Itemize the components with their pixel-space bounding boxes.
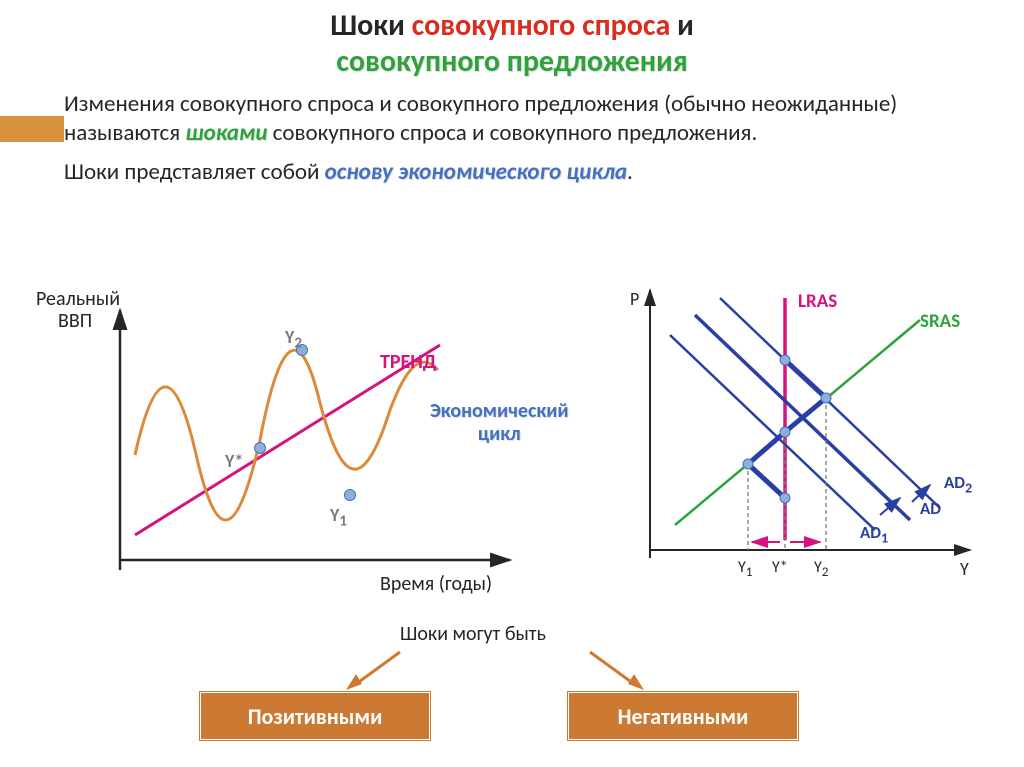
sras-label: SRAS — [920, 310, 960, 333]
title-word4: совокупного предложения — [336, 43, 687, 80]
positive-label: Позитивными — [248, 703, 383, 730]
y1l: Y — [330, 504, 339, 526]
title-word1: Шоки — [330, 7, 405, 44]
ry2l: Y — [814, 558, 822, 577]
para1-shoki: шоками — [185, 119, 267, 147]
right-ystar: Y* — [772, 558, 788, 577]
ad1-label: AD1 — [860, 522, 888, 546]
para2-t2: . — [627, 158, 633, 186]
cycle-l1: Экономический — [430, 399, 569, 423]
ad1s: 1 — [881, 529, 888, 546]
right-y2: Y2 — [814, 558, 829, 580]
ry1l: Y — [738, 558, 746, 577]
ry1s: 1 — [746, 563, 753, 580]
paragraph-2: Шоки представляет собой основу экономиче… — [0, 158, 1024, 187]
right-y-axis-label: Y — [960, 558, 969, 580]
y1-label: Y1 — [330, 504, 347, 531]
trend-label: ТРЕНД — [380, 350, 436, 374]
ry2s: 2 — [822, 563, 829, 580]
left-chart — [60, 290, 560, 610]
arrow-to-positive — [340, 648, 410, 694]
negative-label: Негативными — [618, 703, 749, 730]
diagrams-container: ТРЕНД Экономический цикл Y2 Y* Y1 Время … — [0, 280, 1024, 610]
title-word3: и — [677, 7, 694, 44]
xlabel: Время (годы) — [380, 572, 492, 596]
right-y1: Y1 — [738, 558, 753, 580]
page-title: Шоки совокупного спроса и совокупного пр… — [0, 0, 1024, 80]
ad2s: 2 — [965, 479, 972, 496]
y2l: Y — [285, 326, 294, 348]
cycle-label: Экономический цикл — [430, 400, 569, 446]
para2-t1: Шоки представляет собой — [64, 158, 325, 186]
p-label: P — [630, 288, 639, 310]
cycle-l2: цикл — [478, 422, 521, 446]
shocks-text: Шоки могут быть — [400, 622, 546, 646]
lras-label: LRAS — [798, 290, 837, 313]
para1-t2: совокупного спроса и совокупного предлож… — [267, 119, 757, 147]
y2s: 2 — [294, 335, 302, 353]
ad2-label: AD2 — [944, 472, 972, 496]
ystar-label: Y* — [225, 450, 243, 472]
para2-osnova: основу экономического цикла — [325, 158, 627, 186]
negative-box: Негативными — [568, 692, 798, 740]
ad-label: AD — [920, 498, 941, 519]
title-word2: совокупного спроса — [412, 7, 671, 44]
y2-label: Y2 — [285, 326, 302, 353]
arrow-to-negative — [582, 648, 652, 694]
paragraph-1: Изменения совокупного спроса и совокупно… — [0, 90, 1024, 148]
ad1l: AD — [860, 522, 881, 543]
ad2l: AD — [944, 472, 965, 493]
accent-bar — [0, 116, 64, 142]
y1s: 1 — [339, 513, 347, 531]
positive-box: Позитивными — [200, 692, 430, 740]
